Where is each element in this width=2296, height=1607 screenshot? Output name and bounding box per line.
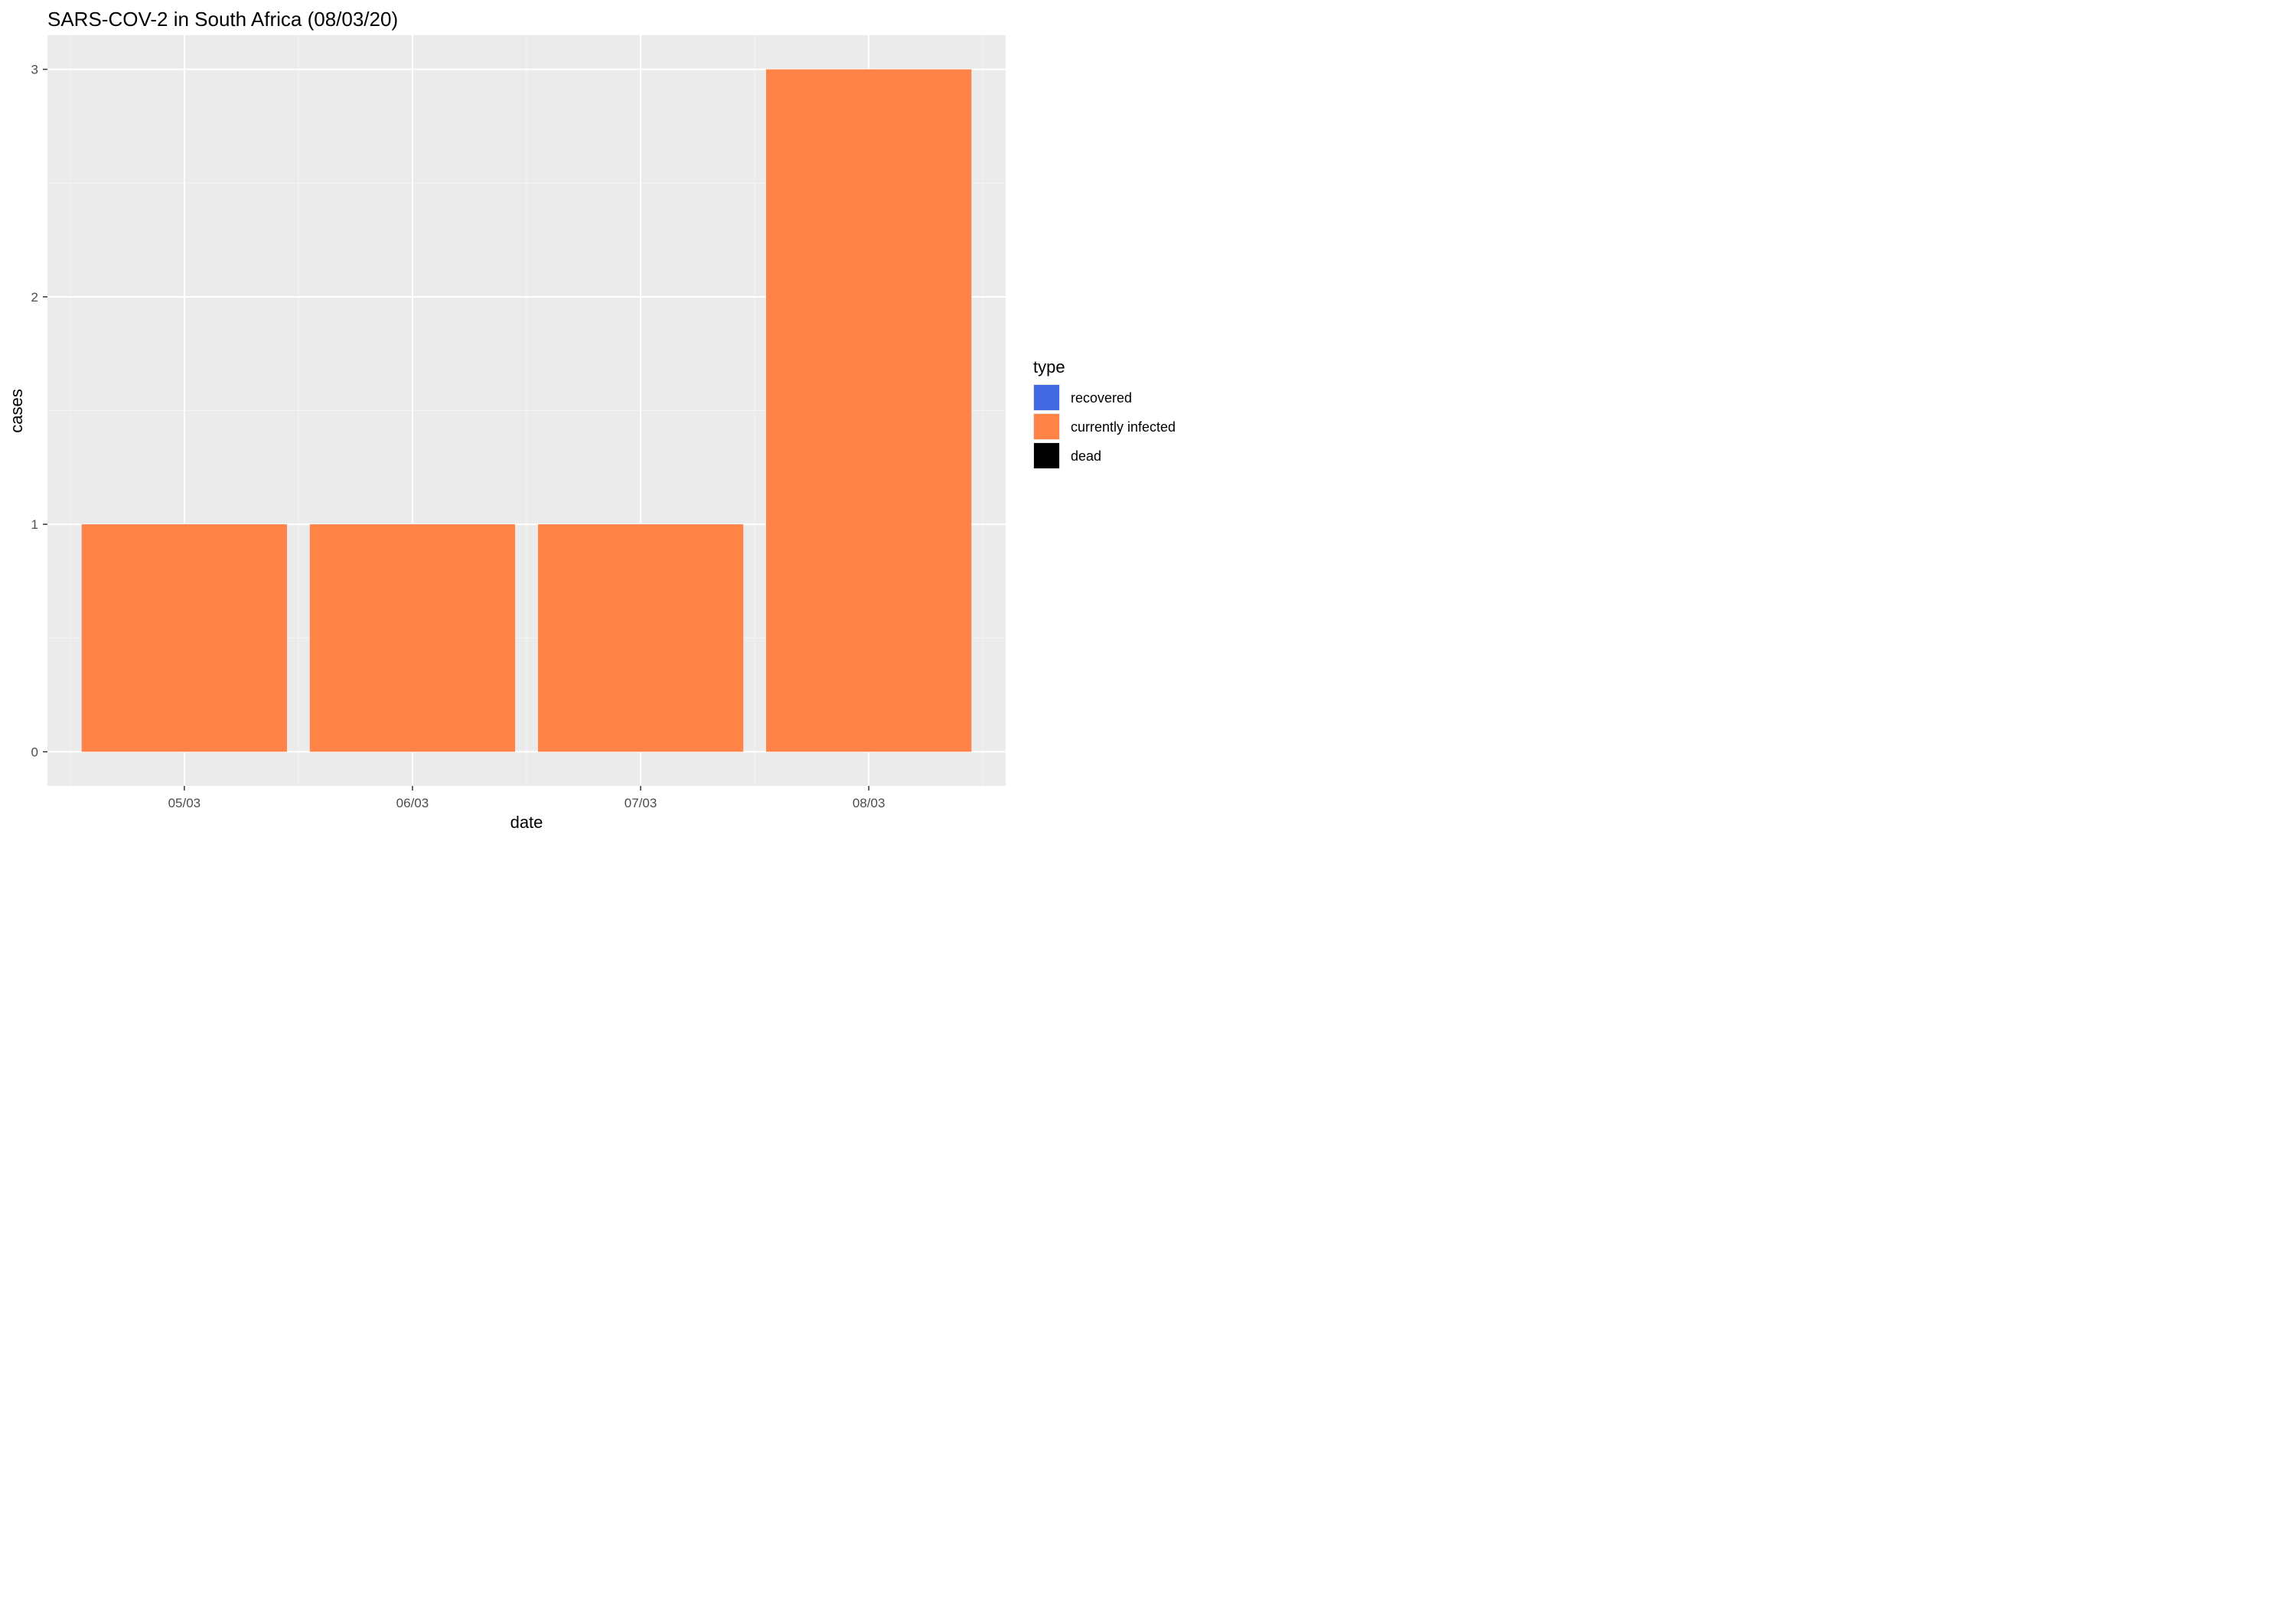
legend-swatch-currently-infected bbox=[1034, 414, 1059, 439]
bar-currently-infected-05-03 bbox=[81, 524, 287, 752]
bar-chart: SARS-COV-2 in South Africa (08/03/20) 0 1… bbox=[7, 8, 1176, 832]
y-axis: 0 1 2 3 bbox=[31, 63, 47, 759]
legend-label-recovered: recovered bbox=[1071, 390, 1132, 406]
x-tick-label: 05/03 bbox=[168, 796, 201, 810]
legend-swatch-recovered bbox=[1034, 385, 1059, 410]
x-tick-label: 08/03 bbox=[853, 796, 885, 810]
bar-currently-infected-06-03 bbox=[309, 524, 516, 752]
legend-items: recovered currently infected dead bbox=[1033, 384, 1176, 469]
legend-label-currently-infected: currently infected bbox=[1071, 419, 1176, 435]
legend-label-dead: dead bbox=[1071, 448, 1101, 464]
y-tick-label: 1 bbox=[31, 517, 38, 532]
legend-title: type bbox=[1033, 357, 1065, 376]
x-tick-label: 06/03 bbox=[396, 796, 429, 810]
chart-figure: SARS-COV-2 in South Africa (08/03/20) 0 1… bbox=[0, 0, 1188, 842]
y-axis-title: cases bbox=[7, 389, 26, 432]
bar-currently-infected-08-03 bbox=[766, 69, 972, 752]
bars bbox=[81, 69, 972, 752]
y-tick-label: 3 bbox=[31, 63, 38, 77]
bar-currently-infected-07-03 bbox=[537, 524, 744, 752]
x-tick-label: 07/03 bbox=[625, 796, 657, 810]
y-tick-label: 2 bbox=[31, 290, 38, 305]
legend: type recovered currently infected dead bbox=[1033, 357, 1176, 469]
y-tick-label: 0 bbox=[31, 745, 38, 759]
x-axis-title: date bbox=[510, 813, 543, 832]
chart-title: SARS-COV-2 in South Africa (08/03/20) bbox=[47, 8, 398, 31]
legend-swatch-dead bbox=[1034, 443, 1059, 468]
x-axis: 05/03 06/03 07/03 08/03 bbox=[168, 786, 885, 810]
